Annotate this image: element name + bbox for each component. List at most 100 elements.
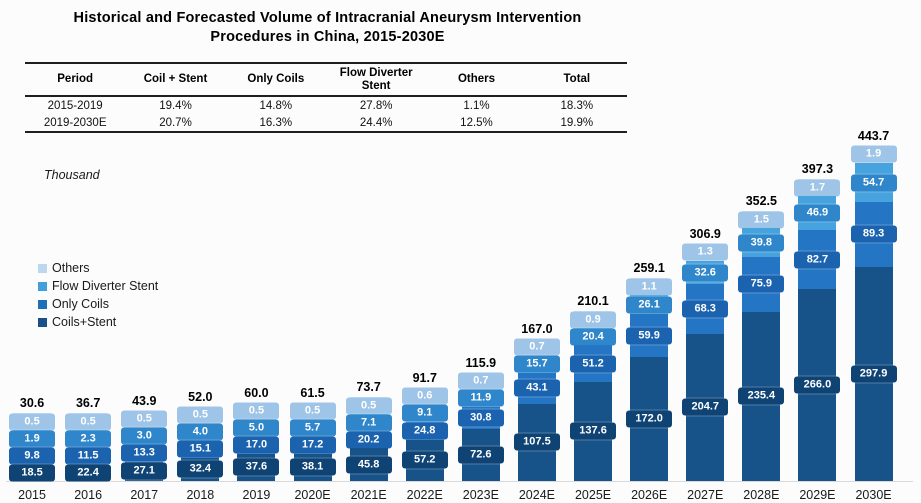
- bar-total-label: 91.7: [412, 370, 437, 385]
- cagr-header-row: Period Coil + Stent Only Coils Flow Diverte…: [25, 63, 627, 97]
- bar-column: 2021E 0.5 7.1 20.2 45.8 73.7: [341, 118, 397, 503]
- cagr-cell: 2019-2030E: [43, 116, 107, 129]
- segment-value-label: 32.4: [177, 460, 224, 478]
- segment-value-label: 1.1: [626, 278, 673, 296]
- bar-segment: 18.5: [9, 464, 56, 481]
- bar-segment: 0.9: [570, 311, 617, 329]
- x-axis-label: 2021E: [350, 488, 387, 502]
- bar-segment: 0.7: [457, 372, 504, 390]
- unit-note: Thousand: [44, 168, 100, 182]
- segment-value-label: 172.0: [626, 410, 673, 428]
- segment-value-label: 82.7: [794, 251, 841, 269]
- segment-value-label: 1.3: [682, 243, 729, 261]
- legend-swatch-icon: [38, 281, 47, 291]
- bar-column: 2029E 1.7 46.9 82.7 266.0 397.3: [789, 118, 845, 503]
- x-axis-label: 2028E: [743, 488, 780, 502]
- segment-value-label: 75.9: [738, 275, 785, 293]
- legend-swatch-icon: [38, 263, 47, 273]
- segment-value-label: 15.7: [513, 355, 560, 373]
- bar-segment: 20.4: [570, 328, 617, 346]
- bar-total-label: 73.7: [356, 380, 381, 395]
- bar-total-label: 352.5: [745, 194, 777, 209]
- segment-value-label: 54.7: [850, 174, 897, 192]
- bar-segment: 5.0: [233, 419, 280, 437]
- chart-title: Historical and Forecasted Volume of Intr…: [20, 9, 635, 47]
- bar-total-label: 167.0: [521, 321, 553, 336]
- bar-column: 2025E 0.9 20.4 51.2 137.6 210.1: [565, 118, 621, 503]
- bar-stack: 0.9 20.4 51.2 137.6: [570, 311, 617, 481]
- segment-value-label: 5.7: [289, 419, 336, 437]
- segment-value-label: 1.5: [738, 211, 785, 229]
- bar-stack: 0.5 5.0 17.0 37.6: [233, 402, 280, 481]
- bar-segment: 57.2: [401, 439, 448, 481]
- bar-stack: 0.7 15.7 43.1 107.5: [513, 338, 560, 481]
- segment-value-label: 4.0: [177, 423, 224, 441]
- cagr-cell: 1.1%: [463, 99, 490, 112]
- bar-column: 2016 0.5 2.3 11.5 22.4 36.7: [60, 118, 116, 503]
- legend-item: Others: [38, 259, 158, 277]
- bar-segment: 82.7: [794, 229, 841, 290]
- bar-segment: 3.0: [121, 427, 168, 445]
- bar-segment: 22.4: [65, 464, 112, 481]
- segment-value-label: 266.0: [794, 376, 841, 394]
- bar-stack: 0.5 2.3 11.5 22.4: [65, 413, 112, 481]
- bar-segment: 43.1: [513, 372, 560, 404]
- cagr-col-header: Only Coils: [225, 63, 326, 97]
- segment-value-label: 1.7: [794, 179, 841, 197]
- x-axis-label: 2015: [18, 488, 46, 502]
- x-axis-label: 2020E: [294, 488, 331, 502]
- x-axis-label: 2018: [186, 488, 215, 502]
- bar-total-label: 306.9: [689, 226, 721, 241]
- bar-segment: 1.5: [738, 211, 785, 229]
- segment-value-label: 297.9: [850, 365, 897, 383]
- segment-value-label: 9.8: [9, 447, 56, 464]
- bar-stack: 1.5 39.8 75.9 235.4: [738, 211, 785, 481]
- segment-value-label: 45.8: [345, 456, 392, 474]
- bar-total-label: 210.1: [577, 294, 609, 309]
- bar-stack: 0.5 7.1 20.2 45.8: [345, 397, 392, 481]
- bar-segment: 1.9: [850, 145, 897, 163]
- segment-value-label: 0.5: [9, 413, 56, 430]
- cagr-data-row: 2019-2030E 20.7% 16.3% 24.4% 12.5% 19.9%: [25, 114, 627, 132]
- segment-value-label: 43.1: [513, 379, 560, 397]
- chart-legend: Others Flow Diverter Stent Only Coils Coils…: [38, 259, 158, 331]
- segment-value-label: 235.4: [738, 387, 785, 405]
- cagr-cell: 24.4%: [359, 116, 393, 129]
- bar-column: 2015 0.5 1.9 9.8 18.5 30.6: [4, 118, 60, 503]
- segment-value-label: 20.2: [345, 431, 392, 449]
- bar-column: 2017 0.5 3.0 13.3 27.1 43.9: [116, 118, 172, 503]
- bar-stack: 1.1 26.1 59.9 172.0: [626, 278, 673, 481]
- segment-value-label: 17.0: [233, 436, 280, 454]
- x-axis-label: 2022E: [406, 488, 443, 502]
- bar-stack: 0.5 3.0 13.3 27.1: [121, 410, 168, 481]
- cagr-cell: 16.3%: [259, 116, 293, 129]
- cagr-data-row: 2015-2019 19.4% 14.8% 27.8% 1.1% 18.3%: [25, 96, 627, 114]
- x-axis-label: 2027E: [687, 488, 724, 502]
- bar-segment: 4.0: [177, 423, 224, 441]
- bar-total-label: 36.7: [75, 396, 101, 410]
- bar-column: 2020E 0.5 5.7 17.2 38.1 61.5: [285, 118, 341, 503]
- bar-stack: 1.3 32.6 68.3 204.7: [682, 243, 729, 481]
- legend-item: Flow Diverter Stent: [38, 277, 158, 295]
- bar-column: 2022E 0.6 9.1 24.8 57.2 91.7: [397, 118, 453, 503]
- segment-value-label: 2.3: [65, 430, 112, 447]
- bar-stack: 0.7 11.9 30.8 72.6: [457, 372, 504, 481]
- segment-value-label: 26.1: [626, 296, 673, 314]
- x-axis-label: 2030E: [855, 488, 892, 502]
- chart-title-line1: Historical and Forecasted Volume of Intr…: [73, 10, 582, 26]
- segment-value-label: 5.0: [233, 419, 280, 437]
- bar-segment: 1.7: [794, 179, 841, 197]
- x-axis-label: 2023E: [462, 488, 499, 502]
- cagr-cell: 19.9%: [560, 116, 594, 129]
- bar-column: 2028E 1.5 39.8 75.9 235.4 352.5: [733, 118, 789, 503]
- segment-value-label: 3.0: [121, 427, 168, 445]
- bar-segment: 13.3: [121, 444, 168, 462]
- bar-column: 2018 0.5 4.0 15.1 32.4 52.0: [172, 118, 228, 503]
- segment-value-label: 18.5: [9, 464, 56, 481]
- bar-segment: 1.9: [9, 430, 56, 447]
- segment-value-label: 0.5: [233, 402, 280, 420]
- bar-column: 2019 0.5 5.0 17.0 37.6 60.0: [228, 118, 284, 503]
- bar-stack: 1.9 54.7 89.3 297.9: [850, 145, 897, 481]
- segment-value-label: 11.9: [457, 389, 504, 407]
- cagr-col-header: Flow Diverter Stent: [325, 63, 427, 97]
